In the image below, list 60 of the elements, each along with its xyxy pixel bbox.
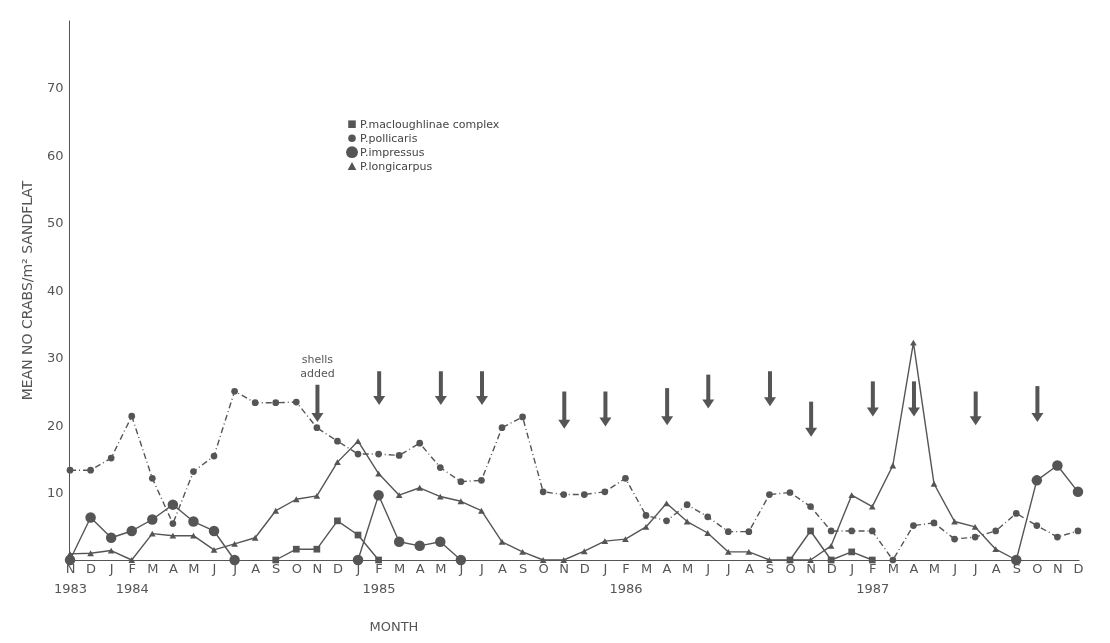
x-tick-label: D bbox=[86, 560, 97, 576]
x-tick-label: J bbox=[602, 560, 608, 576]
y-tick-label: 50 bbox=[46, 215, 64, 230]
x-tick-label: F 1987 bbox=[856, 560, 890, 596]
x-tick-label: A bbox=[744, 560, 754, 576]
x-tick-label: D bbox=[826, 560, 837, 576]
x-tick-label: J bbox=[479, 560, 484, 576]
x-tick-label: A bbox=[168, 560, 178, 576]
x-tick-label: A bbox=[662, 560, 672, 576]
x-tick-label: J bbox=[849, 560, 855, 576]
x-tick-label: O bbox=[538, 560, 549, 576]
x-tick-label: O bbox=[291, 560, 302, 576]
x-tick-label: A bbox=[991, 560, 1001, 576]
y-tick-label: 40 bbox=[46, 282, 64, 298]
x-tick-label: D bbox=[579, 560, 590, 576]
legend-label: P.impressus bbox=[360, 146, 425, 160]
x-tick-label: F 1986 bbox=[609, 560, 643, 596]
x-tick-label: A bbox=[415, 560, 425, 576]
legend-label: P.pollicaris bbox=[360, 132, 418, 146]
y-axis-title: MEAN NO CRABS/m² SANDFLAT bbox=[18, 180, 35, 401]
x-tick-label: J bbox=[108, 560, 114, 576]
y-tick-label: 70 bbox=[46, 80, 64, 95]
x-tick-label: S bbox=[518, 560, 528, 576]
legend-label: P.longicarpus bbox=[360, 160, 433, 174]
x-tick-label: J bbox=[972, 560, 978, 576]
x-tick-label: M bbox=[147, 560, 159, 576]
x-tick-label: J bbox=[952, 560, 957, 576]
x-tick-label: M bbox=[188, 560, 200, 576]
x-tick-label: F 1984 bbox=[115, 560, 149, 596]
x-tick-label: F 1985 bbox=[362, 560, 396, 596]
x-tick-label: M bbox=[394, 560, 406, 576]
y-tick-label: 60 bbox=[46, 147, 64, 163]
x-tick-label: N bbox=[806, 560, 816, 576]
x-tick-label: J bbox=[705, 560, 711, 576]
x-tick-label: M bbox=[640, 560, 653, 576]
x-tick-label: M bbox=[682, 560, 694, 576]
x-tick-label: S bbox=[272, 560, 281, 576]
x-tick-label: N bbox=[1053, 560, 1063, 576]
x-tick-label: M bbox=[928, 560, 941, 576]
x-tick-label: A bbox=[498, 560, 508, 576]
x-tick-label: D bbox=[1073, 560, 1084, 576]
x-tick-label: N bbox=[559, 560, 570, 576]
x-tick-label: A bbox=[251, 560, 261, 576]
x-tick-label: N 1983 bbox=[53, 560, 88, 596]
x-tick-label: N bbox=[312, 560, 323, 576]
y-tick-label: 20 bbox=[46, 417, 64, 433]
x-tick-label: D bbox=[332, 560, 343, 576]
x-tick-label: O bbox=[785, 560, 796, 576]
x-tick-label: M bbox=[887, 560, 899, 576]
x-tick-label: J bbox=[211, 560, 217, 576]
legend-label: P.macloughlinae complex bbox=[360, 118, 500, 132]
x-axis-title: MONTH bbox=[369, 618, 419, 634]
y-tick-label: 30 bbox=[46, 350, 64, 365]
x-tick-label: J bbox=[725, 560, 731, 576]
x-tick-label: S bbox=[765, 560, 775, 576]
x-tick-label: O bbox=[1032, 560, 1043, 576]
x-tick-label: A bbox=[909, 560, 919, 576]
annotation: shells added bbox=[300, 352, 335, 380]
y-tick-label: 10 bbox=[46, 485, 64, 500]
x-tick-label: M bbox=[435, 560, 447, 576]
